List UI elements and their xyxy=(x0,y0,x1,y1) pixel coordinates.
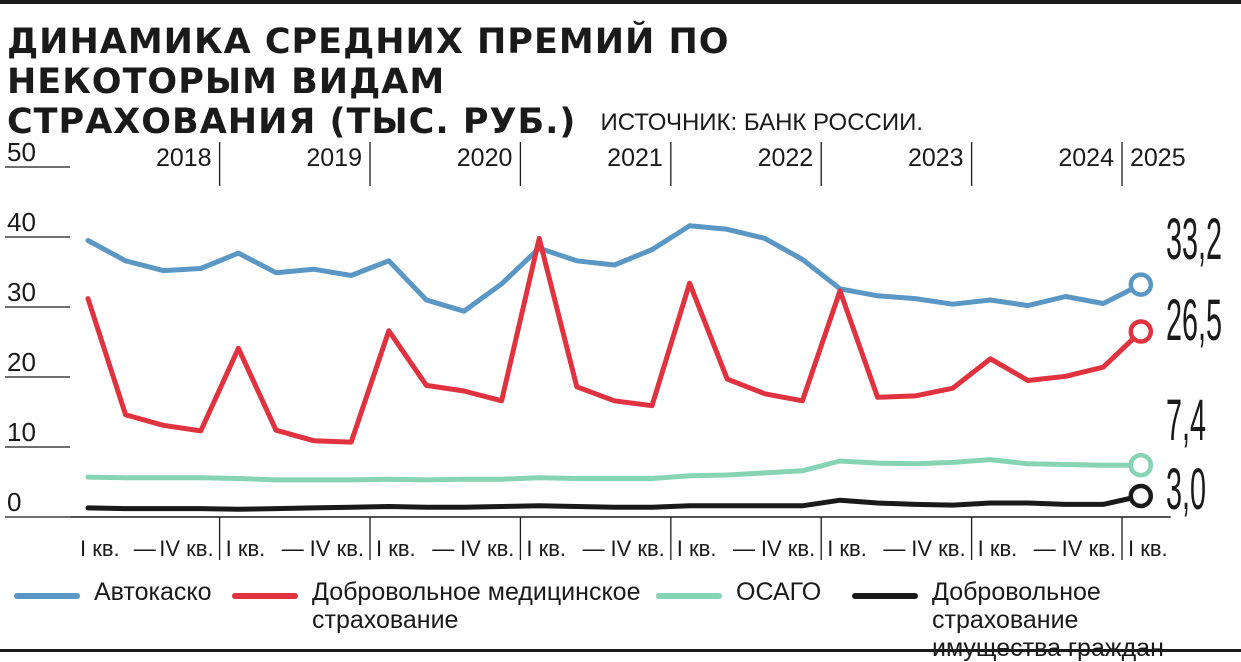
legend-label-dms-line2: страхование xyxy=(312,606,459,634)
quarter-label-last-2023: IV кв. xyxy=(911,536,965,561)
legend-swatch-autocasco xyxy=(14,593,80,599)
end-marker-property xyxy=(1128,483,1154,509)
top-rule xyxy=(0,0,1241,4)
year-label-2022: 2022 xyxy=(758,144,814,172)
legend-label-dms: Добровольное медицинское страхование xyxy=(312,578,640,634)
quarter-dash-2019: — xyxy=(282,536,304,561)
legend-item-dms: Добровольное медицинское страхование xyxy=(232,578,640,634)
year-label-2020: 2020 xyxy=(457,144,513,172)
quarter-dash-2023: — xyxy=(883,536,905,561)
quarter-dash-2018: — xyxy=(134,536,156,561)
legend: Автокаско Добровольное медицинское страх… xyxy=(0,578,1241,662)
year-label-2023: 2023 xyxy=(908,144,964,172)
legend-label-osago-line1: ОСАГО xyxy=(736,578,822,606)
y-tick-label-30: 30 xyxy=(7,277,36,307)
line-chart: 0 10 20 30 40 50 2018 2019 2020 2021 2022 2023 2024 2… xyxy=(5,137,1222,561)
legend-item-property: Добровольное страхование имущества гражд… xyxy=(852,578,1241,662)
quarter-label-first-2024: I кв. xyxy=(978,536,1018,561)
quarter-label-first-2023: I кв. xyxy=(827,536,867,561)
quarter-label-first-2022: I кв. xyxy=(677,536,717,561)
end-label-property: 3,0 xyxy=(1166,457,1206,522)
chart-title-line1: ДИНАМИКА СРЕДНИХ ПРЕМИЙ ПО НЕКОТОРЫМ ВИД… xyxy=(7,22,730,102)
legend-item-osago: ОСАГО xyxy=(656,578,821,606)
series-line-autocasco xyxy=(85,223,1144,314)
chart-title: ДИНАМИКА СРЕДНИХ ПРЕМИЙ ПО НЕКОТОРЫМ ВИД… xyxy=(7,22,1007,143)
year-label-2025: 2025 xyxy=(1130,144,1186,172)
year-label-2019: 2019 xyxy=(306,144,362,172)
year-label-2024: 2024 xyxy=(1058,144,1114,172)
quarter-label-last-2018: IV кв. xyxy=(159,536,213,561)
y-tick-label-20: 20 xyxy=(7,347,36,377)
chart-source: ИСТОЧНИК: БАНК РОССИИ. xyxy=(600,109,924,136)
quarter-label-first-2021: I кв. xyxy=(526,536,566,561)
legend-label-property-line2: имущества граждан xyxy=(932,634,1164,662)
end-marker-osago xyxy=(1128,452,1154,478)
bottom-rule xyxy=(0,649,1241,652)
end-label-autocasco: 33,2 xyxy=(1166,207,1222,272)
legend-label-property: Добровольное страхование имущества гражд… xyxy=(932,578,1241,662)
quarter-label-last-2022: IV кв. xyxy=(761,536,815,561)
quarter-label-first-2020: I кв. xyxy=(376,536,416,561)
y-tick-label-10: 10 xyxy=(7,417,36,447)
legend-label-osago: ОСАГО xyxy=(736,578,821,606)
quarter-dash-2024: — xyxy=(1034,536,1056,561)
legend-item-autocasco: Автокаско xyxy=(14,578,212,606)
y-tick-label-0: 0 xyxy=(7,487,21,517)
end-label-osago: 7,4 xyxy=(1166,388,1206,453)
year-label-2021: 2021 xyxy=(607,144,663,172)
y-tick-label-50: 50 xyxy=(7,137,36,167)
quarter-dash-2022: — xyxy=(733,536,755,561)
legend-label-dms-line1: Добровольное медицинское xyxy=(312,578,641,606)
chart-title-line2: СТРАХОВАНИЯ (ТЫС. РУБ.) xyxy=(7,102,577,142)
quarter-label-last-2024: IV кв. xyxy=(1062,536,1116,561)
quarter-dash-2021: — xyxy=(583,536,605,561)
quarter-label-first-2025: I кв. xyxy=(1128,536,1168,561)
quarter-label-first-2018: I кв. xyxy=(80,536,120,561)
y-tick-label-40: 40 xyxy=(7,207,36,237)
legend-label-autocasco: Автокаско xyxy=(94,578,212,606)
end-marker-autocasco xyxy=(1128,272,1154,297)
series-line-osago xyxy=(85,457,1144,483)
quarter-label-last-2020: IV кв. xyxy=(460,536,514,561)
end-label-dms: 26,5 xyxy=(1166,288,1222,353)
legend-swatch-property xyxy=(852,593,918,599)
year-label-2018: 2018 xyxy=(156,144,212,172)
quarter-dash-2020: — xyxy=(432,536,454,561)
legend-label-property-line1: Добровольное страхование xyxy=(932,578,1101,634)
legend-swatch-dms xyxy=(232,593,298,599)
end-marker-dms xyxy=(1128,319,1154,344)
legend-label-autocasco-line1: Автокаско xyxy=(94,578,212,606)
series-line-dms xyxy=(85,235,1144,445)
quarter-label-last-2021: IV кв. xyxy=(610,536,664,561)
series-line-property xyxy=(85,493,1144,512)
legend-swatch-osago xyxy=(656,593,722,599)
quarter-label-first-2019: I кв. xyxy=(226,536,266,561)
quarter-label-last-2019: IV кв. xyxy=(310,536,364,561)
